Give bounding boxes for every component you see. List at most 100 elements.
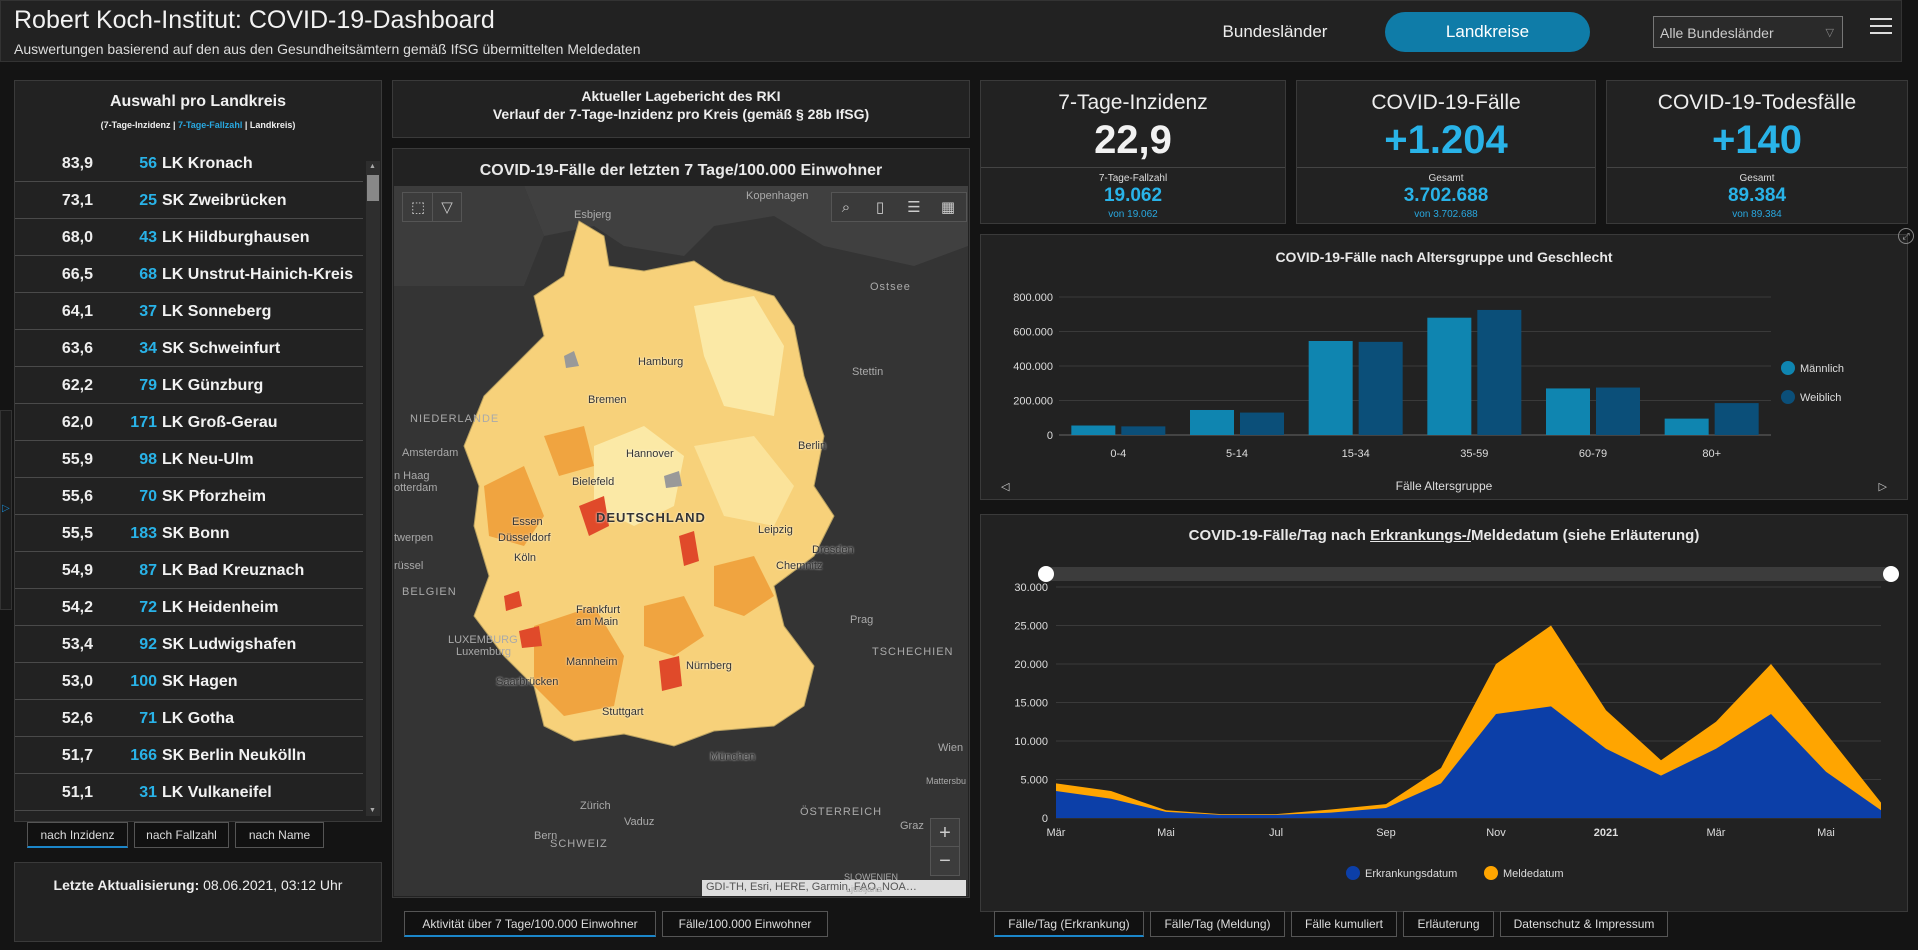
chart-tab[interactable]: Datenschutz & Impressum: [1500, 911, 1668, 937]
map-label: otterdam: [394, 482, 438, 494]
bar-0-4-männlich[interactable]: [1071, 425, 1116, 435]
table-row[interactable]: 73,1 25 SK Zweibrücken: [15, 182, 363, 219]
landkreis-list: 83,9 56 LK Kronach 73,1 25 SK Zweibrücken 68,0…: [15, 145, 363, 815]
map-label: Wien: [938, 742, 964, 754]
update-panel: Letzte Aktualisierung: 08.06.2021, 03:12…: [14, 862, 382, 942]
case-count-value: 183: [130, 525, 157, 542]
list-scrollbar[interactable]: ▲ ▼: [366, 161, 380, 816]
bar-60-79-männlich[interactable]: [1546, 388, 1590, 435]
table-row[interactable]: 54,2 72 LK Heidenheim: [15, 589, 363, 626]
scrollbar-thumb[interactable]: [367, 175, 379, 201]
chart-tab[interactable]: Fälle kumuliert: [1291, 911, 1397, 937]
series-erkrankungsdatum[interactable]: [1056, 706, 1881, 818]
search-icon[interactable]: ⌕: [841, 198, 851, 216]
bar-60-79-weiblich[interactable]: [1596, 387, 1640, 435]
bar-80+-weiblich[interactable]: [1714, 403, 1759, 435]
table-row[interactable]: 63,6 34 SK Schweinfurt: [15, 330, 363, 367]
scroll-up-icon[interactable]: ▲: [369, 163, 376, 170]
sort-by-name-tab[interactable]: nach Name: [235, 822, 324, 848]
incidence-value: 53,0: [61, 673, 93, 690]
case-count-value: 72: [139, 599, 157, 616]
area-x-tick: Nov: [1486, 827, 1506, 839]
bar-80+-männlich[interactable]: [1664, 418, 1709, 435]
range-slider-handle-left[interactable]: [1038, 566, 1054, 582]
map[interactable]: ⬚ ▽ ⌕ ▯ ☰ ▦ + − GDI-TH, Esri, HERE, Garm…: [394, 186, 968, 896]
map-attribution[interactable]: GDI-TH, Esri, HERE, Garmin, FAO, NOA…: [702, 880, 966, 896]
bookmark-icon[interactable]: ▯: [875, 199, 885, 216]
incidence-value: 62,2: [61, 377, 93, 394]
table-row[interactable]: 55,5 183 SK Bonn: [15, 515, 363, 552]
map-label: DEUTSCHLAND: [596, 510, 706, 525]
hamburger-menu-icon[interactable]: [1870, 18, 1892, 36]
table-row[interactable]: 62,0 171 LK Groß-Gerau: [15, 404, 363, 441]
kpi-card[interactable]: 7-Tage-Inzidenz 22,9 7-Tage-Fallzahl 19.062…: [980, 80, 1286, 224]
chevron-right-icon[interactable]: ▷: [1878, 481, 1887, 493]
table-row[interactable]: 51,1 31 LK Vulkaneifel: [15, 774, 363, 811]
table-row[interactable]: 64,1 37 LK Sonneberg: [15, 293, 363, 330]
bar-15-34-weiblich[interactable]: [1358, 341, 1403, 435]
table-row[interactable]: 62,2 79 LK Günzburg: [15, 367, 363, 404]
legend-label[interactable]: Erkrankungsdatum: [1365, 868, 1457, 880]
select-tool-icon[interactable]: ⬚: [402, 192, 434, 222]
incidence-value: 54,2: [61, 599, 93, 616]
case-count-value: 79: [139, 377, 157, 394]
report-panel[interactable]: Aktueller Lagebericht des RKI Verlauf de…: [392, 80, 970, 138]
table-row[interactable]: 55,9 98 LK Neu-Ulm: [15, 441, 363, 478]
table-row[interactable]: 66,5 68 LK Unstrut-Hainich-Kreis: [15, 256, 363, 293]
table-row[interactable]: 52,6 71 LK Gotha: [15, 700, 363, 737]
bar-0-4-weiblich[interactable]: [1121, 426, 1166, 435]
basemap-gallery-icon[interactable]: ▦: [940, 199, 956, 216]
scroll-down-icon[interactable]: ▼: [369, 807, 376, 814]
page-title: Robert Koch-Institut: COVID-19-Dashboard: [14, 6, 495, 34]
bar-5-14-weiblich[interactable]: [1240, 412, 1284, 435]
legend-label[interactable]: Meldedatum: [1503, 868, 1564, 880]
district-name: LK Sonneberg: [162, 303, 272, 320]
bar-35-59-männlich[interactable]: [1427, 317, 1472, 435]
tool-dropdown-icon[interactable]: ▽: [432, 192, 462, 222]
district-name: LK Gotha: [162, 710, 234, 727]
table-row[interactable]: 53,0 100 SK Hagen: [15, 663, 363, 700]
legend-label[interactable]: Weiblich: [1800, 392, 1841, 404]
zoom-out-button[interactable]: −: [930, 846, 960, 876]
landkreise-button[interactable]: Landkreise: [1385, 12, 1590, 52]
table-row[interactable]: 83,9 56 LK Kronach: [15, 145, 363, 182]
legend-list-icon[interactable]: ☰: [907, 199, 921, 216]
map-label: Mattersbu: [926, 776, 967, 786]
bundeslaender-button[interactable]: Bundesländer: [1222, 22, 1328, 41]
table-row[interactable]: 51,7 166 SK Berlin Neukölln: [15, 737, 363, 774]
map-region-orange: [644, 596, 704, 656]
bundesland-select[interactable]: Alle Bundesländer ▽: [1653, 16, 1843, 48]
table-row[interactable]: 68,0 43 LK Hildburghausen: [15, 219, 363, 256]
bar-5-14-männlich[interactable]: [1190, 409, 1234, 435]
kpi-card[interactable]: COVID-19-Todesfälle +140 Gesamt 89.384 von 8…: [1606, 80, 1908, 224]
table-row[interactable]: 55,6 70 SK Pforzheim: [15, 478, 363, 515]
map-label: Luxemburg: [456, 646, 512, 658]
area-x-tick: Mai: [1817, 827, 1835, 839]
sort-by-incidence-tab[interactable]: nach Inzidenz: [27, 822, 128, 848]
map-tab-aktivitaet[interactable]: Aktivität über 7 Tage/100.000 Einwohner: [404, 911, 656, 937]
incidence-value: 51,1: [61, 784, 93, 801]
map-label: Leipzig: [758, 524, 793, 536]
chart-tab[interactable]: Fälle/Tag (Meldung): [1150, 911, 1285, 937]
chart-tab[interactable]: Fälle/Tag (Erkrankung): [994, 911, 1144, 937]
legend-label[interactable]: Männlich: [1800, 363, 1844, 375]
district-name: LK Heidenheim: [162, 599, 279, 616]
chart-tab[interactable]: Erläuterung: [1403, 911, 1494, 937]
table-row[interactable]: 54,9 87 LK Bad Kreuznach: [15, 552, 363, 589]
map-region-light: [694, 296, 784, 416]
zoom-in-button[interactable]: +: [930, 818, 960, 848]
bar-35-59-weiblich[interactable]: [1477, 309, 1522, 435]
expand-icon[interactable]: ⤢: [1898, 228, 1914, 244]
range-slider-handle-right[interactable]: [1883, 566, 1899, 582]
chevron-left-icon[interactable]: ◁: [1001, 481, 1010, 493]
incidence-value: 68,0: [61, 229, 93, 246]
map-tab-faelle[interactable]: Fälle/100.000 Einwohner: [662, 911, 828, 937]
kpi-sub-label: 7-Tage-Fallzahl: [1098, 173, 1168, 184]
side-panel-toggle[interactable]: ▷: [0, 410, 12, 610]
kpi-card[interactable]: COVID-19-Fälle +1.204 Gesamt 3.702.688 von 3…: [1296, 80, 1596, 224]
sort-by-cases-tab[interactable]: nach Fallzahl: [134, 822, 229, 848]
range-slider-track[interactable]: [1046, 567, 1891, 581]
bar-15-34-männlich[interactable]: [1308, 340, 1353, 435]
table-row[interactable]: 53,4 92 SK Ludwigshafen: [15, 626, 363, 663]
district-name: SK Berlin Neukölln: [162, 747, 307, 764]
